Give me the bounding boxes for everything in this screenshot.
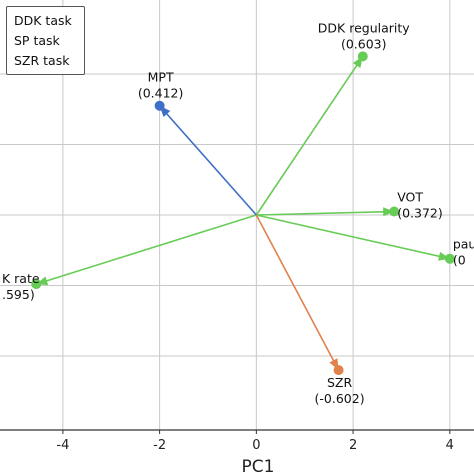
- legend-label: DDK task: [14, 12, 72, 28]
- vector-labels: DDK regularity(0.603) VOT(0.372) pause(0 K …: [2, 20, 474, 406]
- legend-item-ddk-task: DDK task: [7, 10, 84, 30]
- vector-tip-k-rate: [31, 279, 42, 290]
- vector-label-mpt: MPT: [148, 70, 174, 85]
- x-tick-label: 2: [349, 438, 357, 453]
- legend-item-sp-task: SP task: [7, 30, 84, 50]
- vector-value-vot: (0.372): [397, 205, 443, 220]
- x-tick-label: -2: [153, 438, 166, 453]
- legend-label: SZR task: [14, 52, 70, 68]
- vector-ddk-regularity: [255, 55, 364, 216]
- arrowhead-vot: [383, 207, 395, 217]
- vector-label-pause: pause: [453, 237, 474, 252]
- x-tick-label: 4: [446, 438, 454, 453]
- vector-tip-mpt: [154, 100, 165, 111]
- plot-frame: [0, 429, 474, 434]
- vector-szr: [255, 214, 340, 371]
- vector-label-ddk-regularity: DDK regularity: [318, 20, 410, 35]
- vector-k-rate: [36, 214, 257, 285]
- legend: DDK task SP task SZR task: [6, 6, 85, 75]
- vector-tip-pause: [444, 253, 455, 264]
- vector-value-k-rate: .595): [2, 287, 35, 302]
- vector-tip-szr: [333, 365, 344, 376]
- vector-label-szr: SZR: [327, 375, 352, 390]
- vector-value-szr: (-0.602): [315, 391, 365, 406]
- x-tick-label: 0: [252, 438, 260, 453]
- x-axis-label: PC1: [242, 457, 275, 474]
- vector-tip-ddk-regularity: [357, 51, 368, 62]
- vector-label-k-rate: K rate: [2, 271, 40, 286]
- legend-item-szr-task: SZR task: [7, 50, 84, 70]
- vector-pause: [256, 214, 450, 260]
- vector-vot: [256, 210, 395, 216]
- vector-label-vot: VOT: [397, 189, 423, 204]
- vector-value-ddk-regularity: (0.603): [341, 36, 387, 51]
- x-tick-labels: -4 -2 0 2 4: [56, 438, 454, 453]
- vector-value-pause: (0: [453, 253, 466, 268]
- x-tick-label: -4: [56, 438, 69, 453]
- vector-value-mpt: (0.412): [138, 86, 184, 101]
- vector-mpt: [159, 105, 257, 216]
- loading-vectors: [31, 51, 455, 376]
- vector-tip-vot: [389, 206, 400, 217]
- legend-label: SP task: [14, 32, 60, 48]
